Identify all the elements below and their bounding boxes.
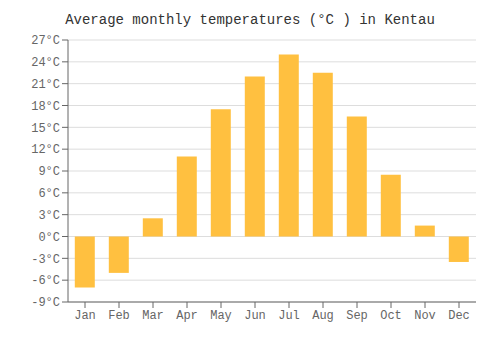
svg-text:Feb: Feb: [108, 309, 130, 323]
svg-text:May: May: [210, 309, 232, 323]
svg-text:Jun: Jun: [244, 309, 266, 323]
svg-text:Apr: Apr: [176, 309, 198, 323]
svg-text:15°C: 15°C: [31, 122, 60, 136]
svg-text:Aug: Aug: [312, 309, 334, 323]
svg-text:Jul: Jul: [278, 309, 300, 323]
svg-text:Dec: Dec: [448, 309, 470, 323]
svg-text:-3°C: -3°C: [31, 253, 60, 267]
svg-text:9°C: 9°C: [38, 165, 60, 179]
svg-text:6°C: 6°C: [38, 187, 60, 201]
svg-text:Nov: Nov: [414, 309, 436, 323]
svg-text:12°C: 12°C: [31, 143, 60, 157]
html-text:Average monthly temperatures (: Average monthly temperatures (°C ) in Ke…: [65, 12, 435, 28]
svg-text:Mar: Mar: [142, 309, 164, 323]
svg-text:18°C: 18°C: [31, 100, 60, 114]
svg-text:21°C: 21°C: [31, 78, 60, 92]
svg-text:Sep: Sep: [346, 309, 368, 323]
svg-text:27°C: 27°C: [31, 34, 60, 48]
svg-text:-6°C: -6°C: [31, 274, 60, 288]
svg-text:0°C: 0°C: [38, 231, 60, 245]
svg-text:Oct: Oct: [380, 309, 402, 323]
svg-text:24°C: 24°C: [31, 56, 60, 70]
svg-text:3°C: 3°C: [38, 209, 60, 223]
svg-text:-9°C: -9°C: [31, 296, 60, 310]
svg-text:Jan: Jan: [74, 309, 96, 323]
